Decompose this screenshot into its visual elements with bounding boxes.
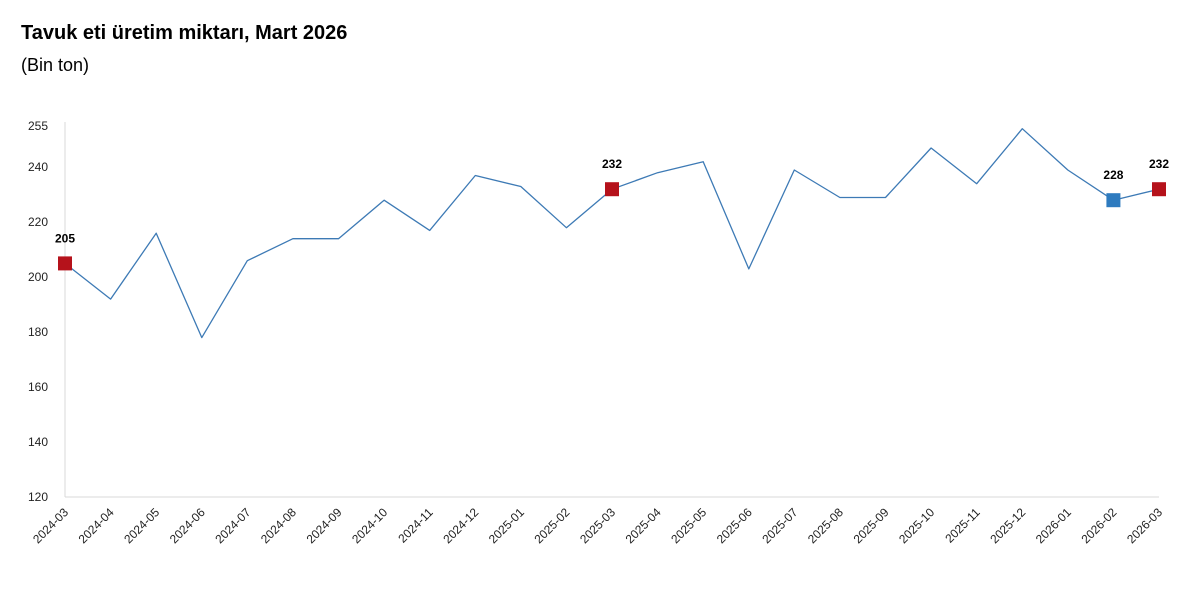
x-tick-label: 2026-02: [1078, 505, 1119, 546]
x-tick-label: 2025-11: [942, 505, 983, 546]
highlight-marker: [1152, 182, 1166, 197]
markers-group: 205 232 228 232: [55, 157, 1169, 271]
y-tick-label: 200: [28, 270, 48, 284]
x-tick-label: 2024-09: [304, 505, 345, 546]
y-tick-label: 220: [28, 215, 48, 229]
x-tick-label: 2025-05: [668, 505, 709, 546]
x-tick-label: 2024-12: [440, 505, 481, 546]
x-tick-label: 2024-07: [212, 505, 253, 546]
x-tick-label: 2026-01: [1033, 505, 1074, 546]
x-tick-label: 2024-04: [76, 505, 117, 546]
chart-title: Tavuk eti üretim miktarı, Mart 2026: [21, 22, 348, 44]
highlight-marker: [58, 256, 72, 271]
data-label: 205: [55, 231, 75, 245]
y-tick-label: 120: [28, 490, 48, 504]
y-tick-label: 140: [28, 435, 48, 449]
x-tick-label: 2024-10: [349, 505, 390, 546]
x-tick-label: 2024-11: [395, 505, 436, 546]
x-tick-label: 2025-09: [851, 505, 892, 546]
y-tick-label: 255: [28, 119, 48, 133]
axes: [64, 122, 1159, 498]
x-tick-label: 2026-03: [1124, 505, 1165, 546]
data-label: 232: [1149, 157, 1169, 171]
highlight-marker: [605, 182, 619, 197]
y-axis-ticks: 120 140 160 180 200 220 240 255: [28, 119, 48, 504]
x-tick-label: 2025-06: [714, 505, 755, 546]
x-tick-label: 2025-01: [486, 505, 527, 546]
x-tick-label: 2024-06: [167, 505, 208, 546]
highlight-marker: [1106, 193, 1121, 208]
x-tick-label: 2025-03: [577, 505, 618, 546]
x-axis-ticks: 2024-03 2024-04 2024-05 2024-06 2024-07 2024-…: [30, 505, 1165, 546]
x-tick-label: 2025-04: [623, 505, 664, 546]
data-label: 232: [602, 157, 622, 171]
x-tick-label: 2025-10: [896, 505, 937, 546]
x-tick-label: 2025-02: [531, 505, 572, 546]
x-tick-label: 2025-12: [987, 505, 1028, 546]
y-tick-label: 160: [28, 380, 48, 394]
chart-subtitle: (Bin ton): [21, 55, 90, 75]
x-tick-label: 2024-05: [121, 505, 162, 546]
y-tick-label: 240: [28, 160, 48, 174]
data-label: 228: [1103, 168, 1123, 182]
y-tick-label: 180: [28, 325, 48, 339]
x-tick-label: 2025-07: [759, 505, 800, 546]
x-tick-label: 2024-08: [258, 505, 299, 546]
x-tick-label: 2024-03: [30, 505, 71, 546]
x-tick-label: 2025-08: [805, 505, 846, 546]
